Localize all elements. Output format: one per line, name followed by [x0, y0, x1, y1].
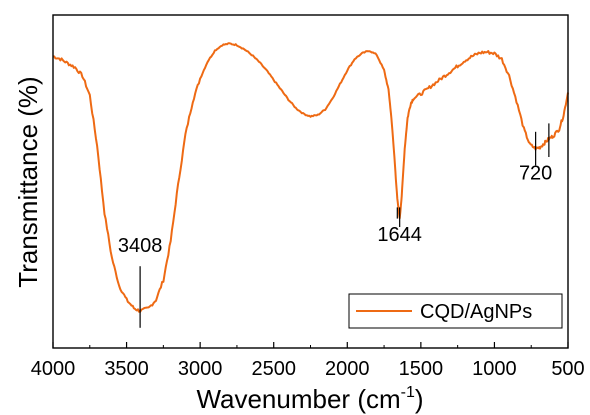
- x-tick-label-3500: 3500: [104, 358, 149, 380]
- x-tick-label-4000: 4000: [31, 358, 76, 380]
- x-axis-label: Wavenumber (cm-1): [196, 384, 423, 414]
- series-line-0: [52, 42, 569, 313]
- plot-area-frame: [52, 14, 569, 349]
- legend: CQD/AgNPs: [348, 293, 563, 329]
- annotation-label-3408: 3408: [118, 235, 163, 257]
- x-axis-label-superscript: -1: [401, 384, 415, 401]
- annotation-label-1644: 1644: [377, 224, 422, 246]
- x-tick-label-1000: 1000: [472, 358, 517, 380]
- x-tick-label-2000: 2000: [325, 358, 370, 380]
- legend-label-cqd-agnps: CQD/AgNPs: [420, 301, 532, 323]
- y-axis-label: Transmittance (%): [13, 76, 43, 287]
- x-axis-tick-labels: 4000 3500 3000 2500 2000 1500 1000 500: [31, 358, 585, 380]
- x-axis-label-close: ): [415, 384, 424, 414]
- annotations-layer: 3408 1644 720: [118, 123, 552, 328]
- x-axis-label-main: Wavenumber (cm: [196, 384, 400, 414]
- series-layer: [52, 42, 569, 313]
- x-tick-label-3000: 3000: [178, 358, 223, 380]
- x-tick-label-1500: 1500: [399, 358, 444, 380]
- annotation-label-720: 720: [519, 162, 552, 184]
- x-tick-label-2500: 2500: [251, 358, 296, 380]
- x-tick-label-500: 500: [551, 358, 584, 380]
